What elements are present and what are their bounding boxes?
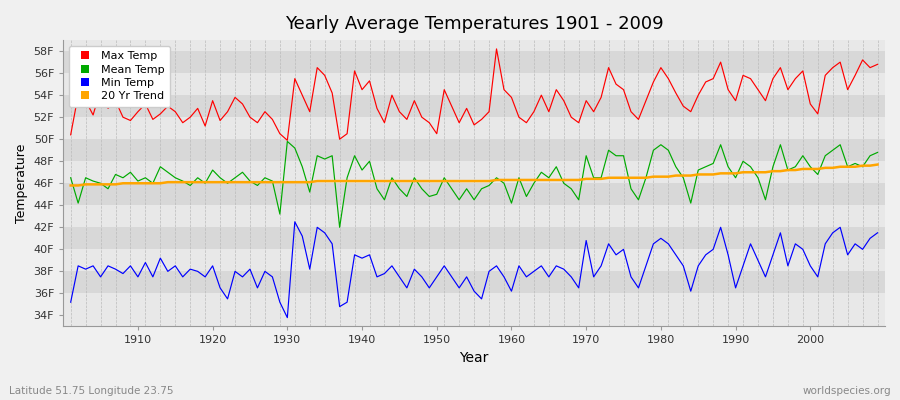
Bar (63, 227, 885, 249)
Bar (63, 183, 885, 205)
Bar (63, 205, 885, 227)
Title: Yearly Average Temperatures 1901 - 2009: Yearly Average Temperatures 1901 - 2009 (284, 15, 663, 33)
X-axis label: Year: Year (459, 351, 489, 365)
Y-axis label: Temperature: Temperature (15, 144, 28, 223)
Bar (63, 95, 885, 117)
Legend: Max Temp, Mean Temp, Min Temp, 20 Yr Trend: Max Temp, Mean Temp, Min Temp, 20 Yr Tre… (68, 46, 170, 107)
Bar (63, 161, 885, 183)
Bar (63, 117, 885, 139)
Bar (63, 249, 885, 271)
Bar (63, 73, 885, 95)
Bar (63, 293, 885, 316)
Text: Latitude 51.75 Longitude 23.75: Latitude 51.75 Longitude 23.75 (9, 386, 174, 396)
Bar (63, 51, 885, 73)
Bar (63, 139, 885, 161)
Text: worldspecies.org: worldspecies.org (803, 386, 891, 396)
Bar (63, 271, 885, 293)
